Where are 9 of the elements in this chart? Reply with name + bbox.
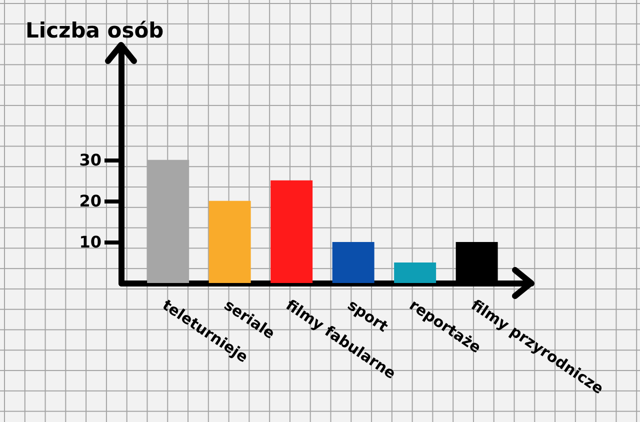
- bar: [270, 180, 313, 283]
- y-tick-label: 20: [79, 191, 102, 210]
- bar: [147, 160, 190, 283]
- bar: [394, 262, 436, 283]
- y-tick-label: 30: [79, 150, 102, 170]
- bar: [208, 200, 251, 283]
- bar: [332, 242, 374, 283]
- y-axis-title: Liczba osób: [26, 18, 164, 42]
- y-tick-label: 10: [79, 232, 102, 252]
